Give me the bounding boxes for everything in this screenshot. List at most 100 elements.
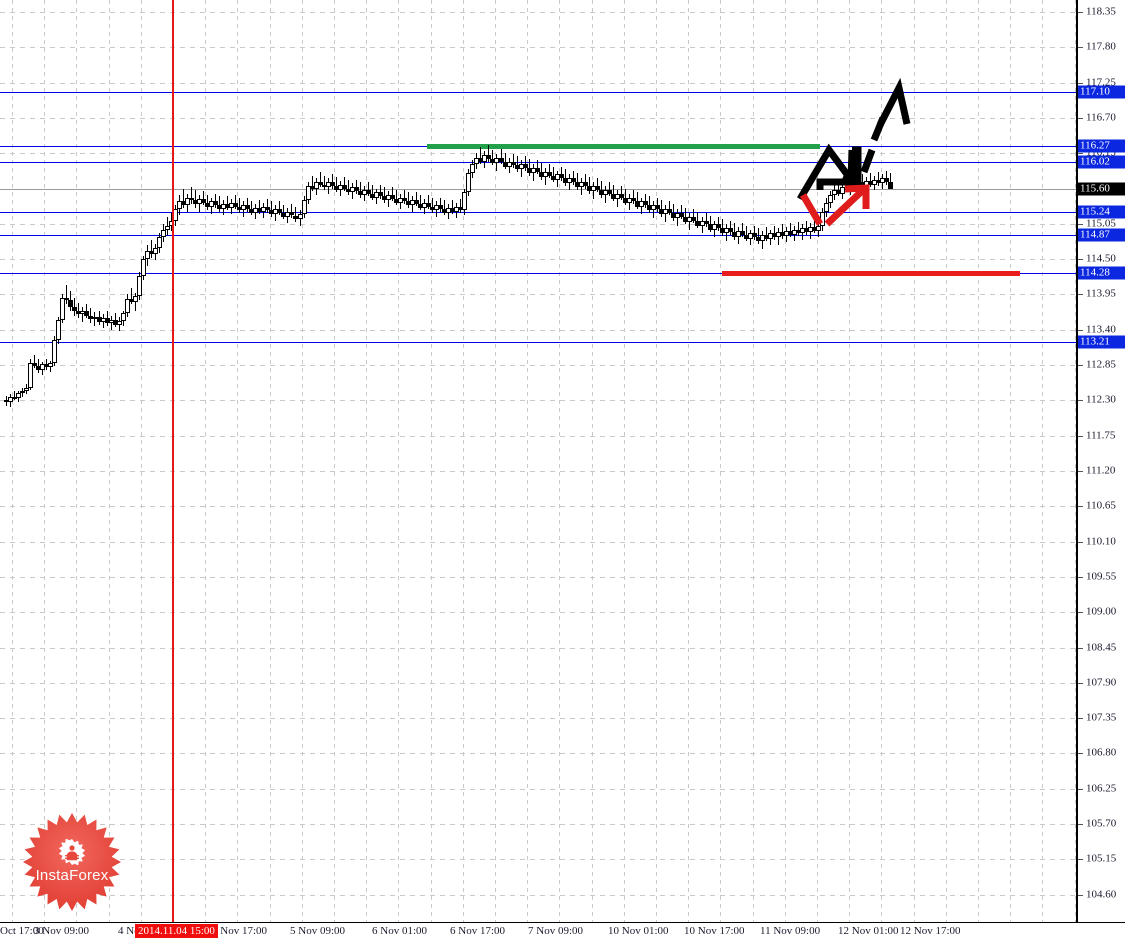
candle-wick [890,173,892,188]
candlestick [301,0,307,922]
candlestick [594,0,600,922]
price-label-chip-116.02[interactable]: 116.02 [1078,155,1125,169]
price-label-chip-115.24[interactable]: 115.24 [1078,205,1125,219]
grid-line-vertical [495,0,496,922]
price-tick-label: 109.55 [1086,570,1117,583]
price-level-line-114.28[interactable] [0,273,1076,274]
candlestick [20,0,26,922]
candle-wick [757,228,759,244]
grid-line-vertical [1075,0,1076,922]
candle-body-bullish [120,313,126,321]
time-marker-label: 2014.11.04 15:00 [135,924,218,938]
price-tick-label: 110.65 [1086,499,1116,512]
time-tick-label: 6 Nov 17:00 [450,925,505,937]
candle-body-bearish [619,193,625,198]
candlestick [84,0,90,922]
price-level-line-115.24[interactable] [0,212,1076,213]
grid-line-horizontal [0,683,1076,684]
grid-line-vertical [624,0,625,922]
price-label-chip-116.27[interactable]: 116.27 [1078,139,1125,153]
time-axis[interactable]: Oct 17:003 Nov 09:004 Nov 01:004 Nov 17:… [0,922,1125,940]
candlestick [116,0,122,922]
price-label-chip-113.21[interactable]: 113.21 [1078,335,1125,349]
candle-wick [765,227,767,242]
price-axis[interactable]: 118.35 117.80 117.25 116.70 116.15 115.60 115.… [1076,0,1125,935]
candle-wick [862,174,864,189]
candle-wick [681,205,683,220]
candle-body-bullish [144,251,150,260]
candle-wick [460,198,462,213]
candle-body-bearish [365,189,371,194]
grid-line-vertical [559,0,560,922]
candle-body-bearish [522,164,528,168]
candle-body-bullish [160,229,166,238]
red-support-segment[interactable] [722,271,1020,276]
candlestick [289,0,295,922]
candle-wick [588,176,590,194]
candlestick [607,0,612,922]
price-label-chip-114.87[interactable]: 114.87 [1078,228,1125,242]
candlestick [534,0,540,922]
grid-line-horizontal [0,648,1076,649]
grid-line-horizontal [0,436,1076,437]
candle-wick [227,196,229,211]
price-level-line-116.02[interactable] [0,162,1076,163]
candle-body-bearish [498,157,504,162]
price-level-line-117.10[interactable] [0,92,1076,93]
candle-wick [773,225,775,240]
candle-body-bearish [884,178,890,183]
candle-wick [219,196,221,212]
grid-line-horizontal [0,12,1076,13]
grid-line-vertical [302,0,303,922]
candle-body-bearish [245,205,251,210]
price-level-line-114.87[interactable] [0,235,1076,236]
price-tick-label: 118.35 [1086,5,1116,18]
candle-body-bearish [353,187,359,192]
price-tick-label: 112.30 [1086,393,1116,406]
grid-line-vertical [109,0,110,922]
green-resistance-segment[interactable] [427,144,820,149]
price-tick [1078,224,1083,225]
candle-body-bullish [176,201,182,210]
candlestick [365,0,371,922]
candle-wick [741,223,743,238]
candle-wick [645,193,647,208]
chart-plot-area[interactable] [0,0,1076,922]
candle-wick [335,176,337,193]
grid-line-vertical [688,0,689,922]
candle-body-bearish [558,174,564,179]
price-tick-label: 107.35 [1086,711,1117,724]
candle-body-bearish [727,228,733,233]
price-tick [1078,859,1083,860]
candlestick [184,0,190,922]
candle-body-bullish [28,363,34,388]
grid-line-vertical [237,0,238,922]
candle-wick [649,196,651,213]
price-level-line-115.60[interactable] [0,189,1076,190]
candle-wick [291,203,293,219]
candlestick [72,0,78,922]
candle-body-bearish [32,363,38,366]
candlestick [470,0,476,922]
candle-body-bullish [184,197,190,206]
candle-body-bearish [317,182,323,185]
candle-wick [528,159,530,176]
candle-wick [480,146,482,165]
candlestick [703,0,709,922]
price-tick-label: 117.25 [1086,76,1116,89]
price-level-line-113.21[interactable] [0,342,1076,343]
candlestick [329,0,335,922]
price-label-chip-117.10[interactable]: 117.10 [1078,85,1125,99]
price-tick [1078,118,1083,119]
candlestick [570,0,576,922]
candle-body-bullish [124,298,130,314]
candle-wick [488,144,490,162]
candlestick [715,0,721,922]
candle-wick [428,194,430,210]
candlestick [32,0,38,922]
candle-wick [613,184,614,202]
candlestick [28,0,34,922]
price-label-chip-115.60[interactable]: 115.60 [1078,182,1125,196]
candle-wick [564,169,566,186]
price-label-chip-114.28[interactable]: 114.28 [1078,266,1125,280]
